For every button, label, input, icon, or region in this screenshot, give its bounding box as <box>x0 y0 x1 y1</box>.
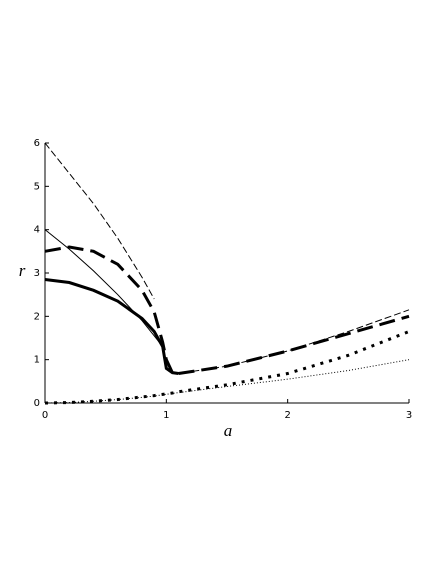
x-tick-label: 0 <box>42 410 48 421</box>
y-tick-label: 0 <box>34 398 40 409</box>
series-line <box>44 229 164 347</box>
series-line <box>172 309 410 375</box>
series-line <box>44 278 179 376</box>
y-tick-label: 3 <box>34 268 40 279</box>
x-tick-label: 1 <box>163 410 169 421</box>
series-line <box>44 330 410 405</box>
y-tick-label: 5 <box>34 181 40 192</box>
y-tick-label: 4 <box>34 225 40 236</box>
series-line <box>44 245 410 376</box>
x-tick-label: 2 <box>284 410 290 421</box>
y-tick-label: 1 <box>34 355 40 366</box>
x-axis-label: a <box>224 421 233 440</box>
y-axis-label: r <box>19 261 26 280</box>
series-line <box>44 142 155 300</box>
y-tick-label: 6 <box>34 138 40 149</box>
x-tick-label: 3 <box>406 410 412 421</box>
y-tick-label: 2 <box>34 311 40 322</box>
